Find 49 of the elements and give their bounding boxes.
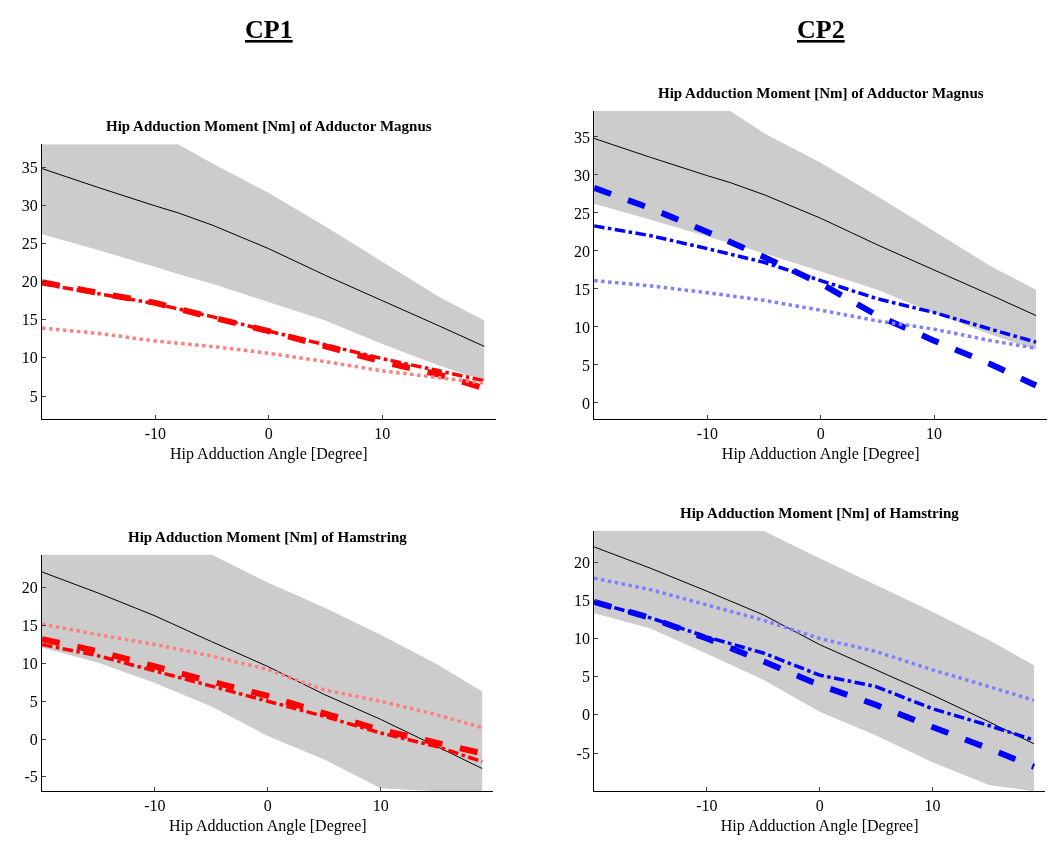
x-tick-label: 10	[374, 425, 391, 443]
y-tick-label: 20	[21, 579, 38, 597]
text: CP2	[797, 15, 845, 44]
y-tick-label: 20	[573, 242, 590, 260]
y-tick-label: 25	[573, 204, 590, 222]
x-tick-label: -10	[144, 425, 167, 443]
y-tick-label: 10	[573, 318, 590, 336]
chart-title: Hip Adduction Moment [Nm] of Hamstring	[128, 529, 408, 545]
y-tick-label: 25	[21, 234, 38, 252]
y-tick-label: 5	[581, 668, 590, 686]
y-tick-label: 10	[573, 630, 590, 648]
y-tick-label: 35	[21, 158, 38, 176]
y-tick-label: 20	[573, 553, 590, 571]
x-tick-label: -10	[696, 797, 718, 815]
y-tick-label: -5	[576, 744, 590, 762]
y-tick-label: 0	[29, 730, 38, 748]
x-tick-label: 10	[924, 797, 941, 815]
y-tick-label: 15	[573, 591, 590, 609]
y-tick-label: 5	[29, 692, 38, 710]
y-tick-label: -5	[24, 768, 38, 786]
y-tick-label: 5	[581, 356, 590, 374]
chart-title: Hip Adduction Moment [Nm] of Adductor Magnus	[106, 118, 432, 134]
y-tick-label: 35	[573, 128, 590, 146]
x-tick-label: 0	[815, 797, 824, 815]
y-tick-label: 0	[581, 394, 590, 412]
x-axis-title: Hip Adduction Angle [Degree]	[720, 817, 919, 836]
y-tick-label: 0	[581, 706, 590, 724]
y-tick-label: 15	[21, 617, 38, 635]
y-tick-label: 20	[21, 273, 38, 291]
y-tick-label: 5	[29, 387, 38, 405]
x-tick-label: 0	[263, 797, 272, 815]
text: CP1	[245, 15, 293, 44]
x-axis-title: Hip Adduction Angle [Degree]	[168, 817, 367, 836]
chart-title: Hip Adduction Moment [Nm] of Hamstring	[680, 505, 960, 521]
y-tick-label: 15	[573, 280, 590, 298]
x-tick-label: -10	[144, 797, 166, 815]
x-tick-label: 10	[926, 425, 943, 443]
x-axis-title: Hip Adduction Angle [Degree]	[721, 444, 920, 463]
y-tick-label: 30	[573, 166, 590, 184]
x-axis-title: Hip Adduction Angle [Degree]	[169, 444, 368, 463]
y-tick-label: 10	[21, 655, 38, 673]
x-tick-label: 0	[264, 425, 273, 443]
y-tick-label: 15	[21, 311, 38, 329]
x-tick-label: -10	[696, 425, 719, 443]
x-tick-label: 10	[372, 797, 389, 815]
chart-title: Hip Adduction Moment [Nm] of Adductor Magnus	[658, 85, 984, 101]
x-tick-label: 0	[816, 425, 825, 443]
y-tick-label: 30	[21, 196, 38, 214]
y-tick-label: 10	[21, 349, 38, 367]
